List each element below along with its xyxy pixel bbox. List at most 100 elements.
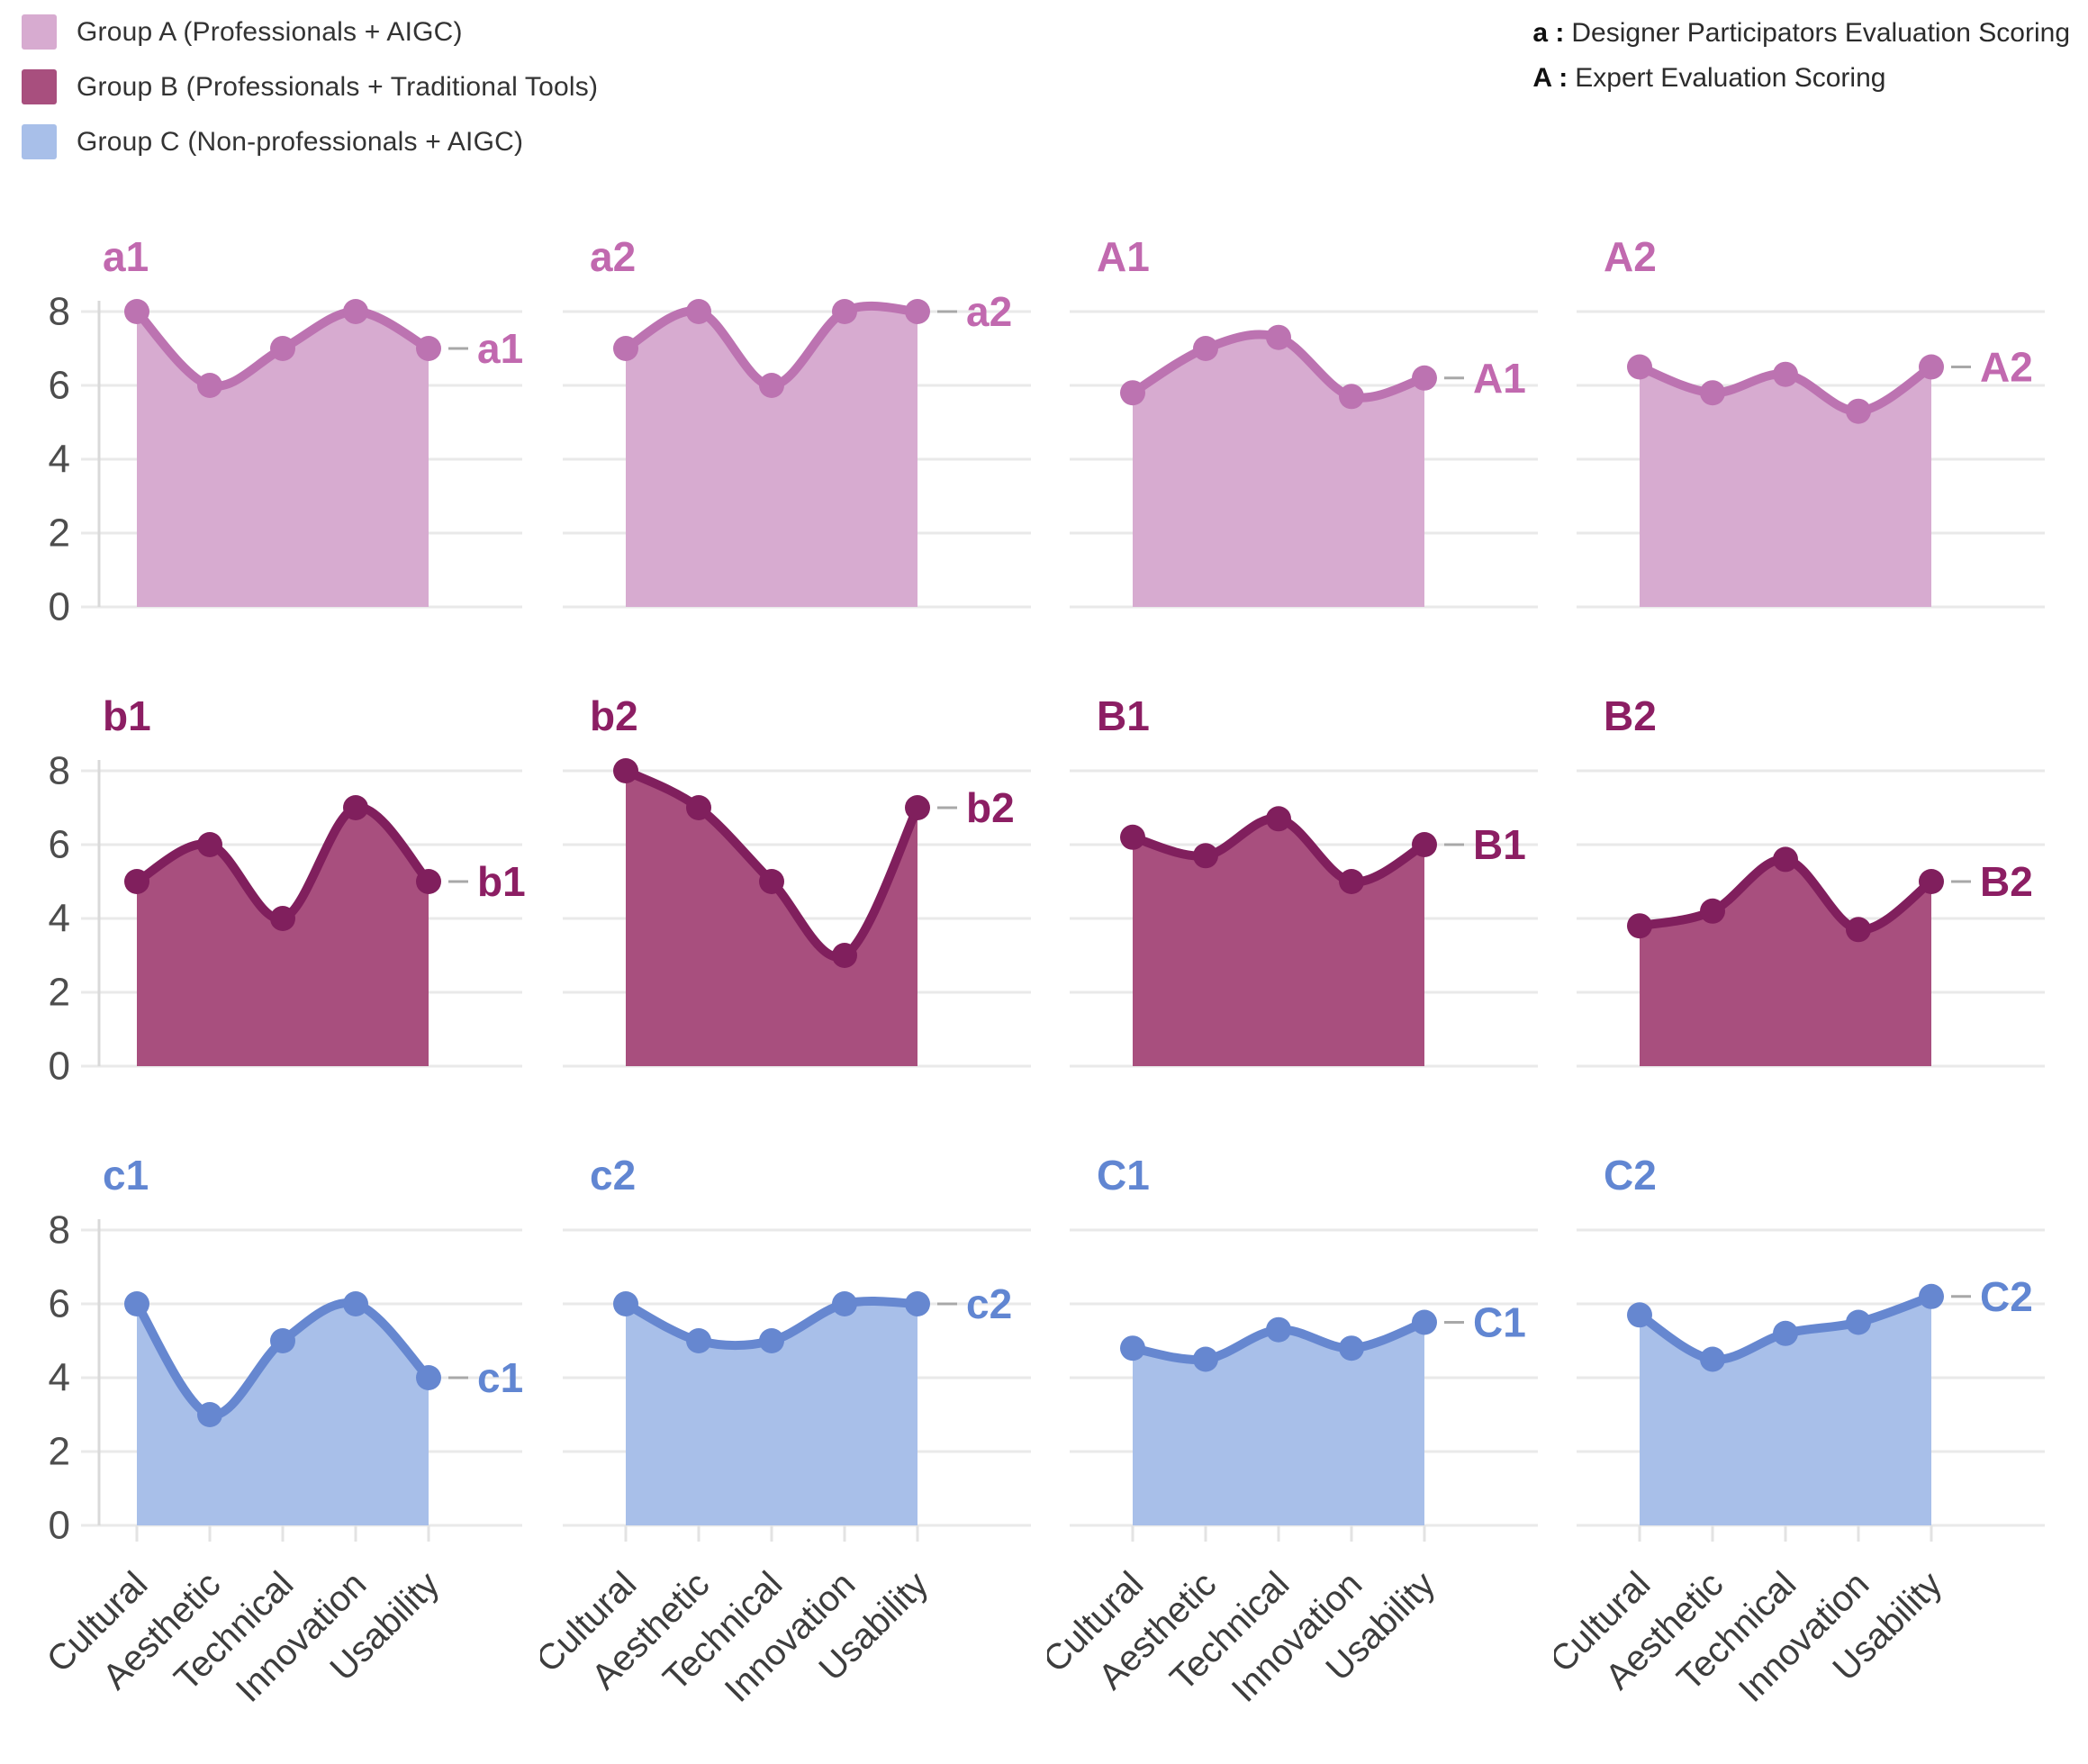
chart-svg-A1: A1 A1	[1070, 233, 1538, 609]
chart-svg-a2: a2 a2	[563, 233, 1031, 609]
series-end-label: C2	[1980, 1273, 2033, 1320]
data-point	[905, 299, 930, 324]
data-point	[1846, 917, 1871, 943]
data-point	[1266, 806, 1291, 832]
data-point	[1700, 380, 1725, 406]
data-point	[1412, 832, 1437, 857]
series-end-label: A2	[1980, 344, 2033, 391]
legend-item: Group B (Professionals + Traditional Too…	[22, 69, 598, 104]
chart-c1: 0 2 4 6 8 c1 c1 Cultural Aesthetic Technical Innov…	[2, 1125, 540, 1764]
data-point	[1919, 869, 1944, 894]
chart-title: a1	[103, 233, 149, 280]
data-point	[197, 1402, 222, 1427]
chart-title: a2	[590, 233, 636, 280]
chart-title: C1	[1097, 1152, 1150, 1199]
chart-title: C2	[1604, 1152, 1657, 1199]
chart-svg-B1: B1 B1	[1070, 692, 1538, 1068]
data-point	[343, 1291, 368, 1316]
data-point	[832, 299, 857, 324]
y-tick-label: 4	[49, 438, 70, 482]
area-fill	[1133, 334, 1424, 607]
data-point	[1339, 384, 1364, 410]
area-fill	[1133, 1322, 1424, 1525]
data-point	[1120, 1335, 1145, 1361]
y-tick-label: 2	[49, 1430, 70, 1474]
series-end-label: B2	[1980, 858, 2033, 905]
scoring-notes: a : Designer Participators Evaluation Sco…	[1532, 14, 2075, 94]
data-point	[270, 1328, 295, 1353]
y-tick-label: 6	[49, 1282, 70, 1326]
data-point	[1846, 398, 1871, 424]
data-point	[270, 336, 295, 361]
chart-svg-b1: 0 2 4 6 8 b1 b1	[49, 692, 526, 1089]
note-line: a : Designer Participators Evaluation Sco…	[1532, 18, 2070, 49]
data-point	[1919, 354, 1944, 380]
note-prefix: a :	[1532, 18, 1565, 48]
chart-a2: a2 a2	[540, 206, 1047, 665]
data-point	[124, 299, 149, 324]
note-prefix: A :	[1532, 63, 1568, 93]
chart-svg-B2: B2 B2	[1577, 692, 2045, 1068]
area-fill	[626, 1300, 917, 1525]
area-fill	[626, 771, 917, 1066]
chart-svg-A2: A2 A2	[1577, 233, 2045, 609]
data-point	[1193, 336, 1218, 361]
data-point	[416, 336, 441, 361]
data-point	[686, 1328, 711, 1353]
data-point	[1120, 380, 1145, 406]
chart-C2: C2 C2 Cultural Aesthetic Technical Innovation…	[1542, 1125, 2061, 1764]
y-tick-label: 2	[49, 511, 70, 556]
area-fill	[137, 807, 429, 1066]
data-point	[416, 869, 441, 894]
chart-A1: A1 A1	[1047, 206, 1554, 665]
data-point	[1266, 1316, 1291, 1343]
data-point	[686, 795, 711, 820]
y-tick-label: 4	[49, 1356, 70, 1400]
data-point	[1627, 354, 1652, 380]
data-point	[759, 373, 784, 398]
series-end-label: B1	[1473, 821, 1526, 868]
data-point	[1193, 1346, 1218, 1372]
area-fill	[1640, 1296, 1931, 1525]
data-point	[197, 832, 222, 857]
area-fill	[1640, 859, 1931, 1066]
y-tick-label: 4	[49, 897, 70, 941]
data-point	[1339, 869, 1364, 894]
series-end-label: a1	[477, 325, 523, 372]
data-point	[759, 869, 784, 894]
area-fill	[626, 305, 917, 607]
chart-a1: 0 2 4 6 8 a1 a1	[2, 206, 540, 665]
chart-c2: c2 c2 Cultural Aesthetic Technical Innovation…	[529, 1125, 1047, 1764]
chart-title: c1	[103, 1152, 149, 1199]
series-line	[621, 766, 922, 962]
chart-b2: b2 b2	[540, 665, 1047, 1125]
legend-item-label: Group B (Professionals + Traditional Too…	[77, 71, 599, 102]
data-point	[832, 1291, 857, 1316]
series-end-label: a2	[966, 288, 1012, 335]
data-point	[1773, 1320, 1798, 1346]
legend-item: Group A (Professionals + AIGC)	[22, 14, 598, 50]
chart-title: b2	[590, 692, 638, 739]
y-tick-label: 0	[49, 1504, 70, 1548]
note-line: A : Expert Evaluation Scoring	[1532, 63, 2070, 94]
data-point	[416, 1365, 441, 1390]
chart-title: B2	[1604, 692, 1657, 739]
y-tick-label: 0	[49, 585, 70, 629]
charts-grid: 0 2 4 6 8 a1 a1 a2 a2 A1 A1 A2 A2 0 2 4 6 8 b1 b1 b2 b2 B1 B1 B2…	[2, 206, 2088, 1764]
data-point	[343, 299, 368, 324]
y-tick-label: 8	[49, 749, 70, 793]
data-point	[343, 795, 368, 820]
chart-B1: B1 B1	[1047, 665, 1554, 1125]
series-end-label: b1	[477, 858, 526, 905]
data-point	[1773, 846, 1798, 873]
data-point	[124, 1291, 149, 1316]
y-tick-label: 8	[49, 1208, 70, 1253]
data-point	[1339, 1335, 1364, 1361]
legend-item-label: Group C (Non-professionals + AIGC)	[77, 126, 524, 157]
chart-title: B1	[1097, 692, 1150, 739]
area-fill	[1133, 818, 1424, 1066]
data-point	[1120, 824, 1145, 850]
series-end-label: C1	[1473, 1299, 1526, 1346]
chart-svg-C2: C2C2CulturalAestheticTechnicalInnovation…	[1542, 1152, 2045, 1710]
data-point	[1627, 913, 1652, 939]
